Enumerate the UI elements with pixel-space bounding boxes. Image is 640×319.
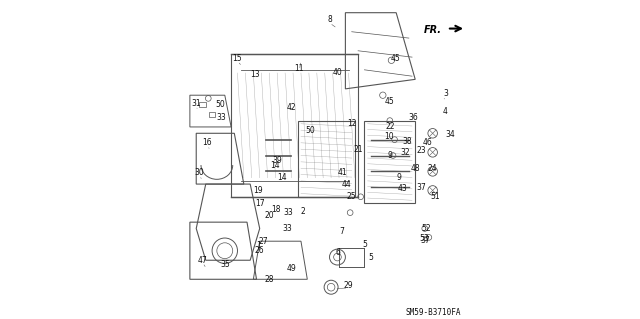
- Text: 33: 33: [284, 208, 293, 217]
- Text: 37: 37: [417, 183, 426, 192]
- Text: 5: 5: [369, 253, 373, 262]
- Text: 33: 33: [283, 224, 292, 233]
- Text: 28: 28: [264, 275, 274, 284]
- Text: 49: 49: [287, 264, 296, 273]
- Text: 45: 45: [385, 97, 395, 106]
- Text: 50: 50: [216, 100, 225, 108]
- Text: 31: 31: [191, 99, 201, 108]
- Bar: [209, 112, 215, 117]
- Text: 42: 42: [287, 103, 296, 112]
- Text: 51: 51: [430, 192, 440, 201]
- Text: 27: 27: [258, 237, 268, 246]
- Text: 43: 43: [397, 184, 408, 193]
- Text: 29: 29: [344, 281, 353, 290]
- Text: 2: 2: [300, 206, 305, 216]
- Text: SM59-B3710FA: SM59-B3710FA: [406, 308, 461, 317]
- Text: 53: 53: [420, 234, 429, 242]
- Text: 30: 30: [195, 168, 204, 177]
- Text: 41: 41: [337, 168, 347, 177]
- Text: 1: 1: [256, 241, 260, 250]
- Text: 3: 3: [443, 89, 448, 98]
- Text: 47: 47: [198, 256, 207, 265]
- Text: 20: 20: [264, 211, 274, 220]
- Text: 9: 9: [396, 173, 401, 182]
- Text: 23: 23: [417, 146, 426, 155]
- Text: 35: 35: [220, 260, 230, 269]
- Text: 10: 10: [385, 132, 394, 141]
- Text: 40: 40: [333, 69, 342, 78]
- Text: 45: 45: [390, 54, 401, 63]
- Text: 15: 15: [233, 54, 243, 63]
- Text: 6: 6: [335, 248, 340, 257]
- Text: 33: 33: [217, 113, 227, 122]
- Text: 4: 4: [443, 107, 448, 115]
- Text: 44: 44: [342, 180, 352, 189]
- Text: 7: 7: [340, 227, 345, 236]
- Text: 34: 34: [445, 130, 455, 139]
- Text: 39: 39: [272, 156, 282, 165]
- Text: 52: 52: [422, 224, 431, 233]
- Text: 37: 37: [420, 236, 430, 245]
- Text: 18: 18: [271, 205, 280, 214]
- Text: 26: 26: [255, 246, 264, 255]
- Text: FR.: FR.: [424, 25, 442, 35]
- Text: 9: 9: [387, 151, 392, 160]
- Bar: [200, 102, 205, 107]
- Text: 8: 8: [327, 15, 332, 24]
- Text: 48: 48: [410, 164, 420, 173]
- Text: 16: 16: [202, 138, 212, 147]
- Text: 46: 46: [423, 138, 433, 147]
- Text: 21: 21: [353, 145, 363, 154]
- Text: 14: 14: [277, 173, 287, 182]
- Text: 36: 36: [408, 113, 418, 122]
- Text: 11: 11: [294, 64, 304, 73]
- Text: 13: 13: [250, 70, 260, 79]
- Text: 19: 19: [253, 186, 263, 195]
- Text: 38: 38: [403, 137, 412, 146]
- Text: 24: 24: [428, 164, 438, 173]
- Text: 32: 32: [401, 148, 410, 157]
- Text: 22: 22: [386, 122, 396, 131]
- Text: 14: 14: [270, 160, 280, 169]
- Text: 25: 25: [347, 192, 356, 201]
- Text: 5: 5: [362, 240, 367, 249]
- Text: 17: 17: [255, 199, 264, 208]
- Text: 12: 12: [347, 119, 356, 128]
- Text: 50: 50: [306, 126, 316, 135]
